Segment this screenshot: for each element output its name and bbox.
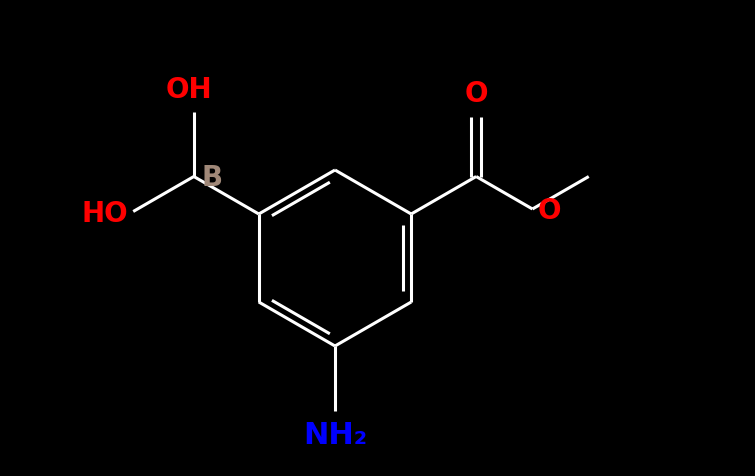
Text: O: O [464,80,488,109]
Text: B: B [202,165,223,192]
Text: HO: HO [82,199,128,228]
Text: O: O [538,197,561,225]
Text: NH₂: NH₂ [303,421,367,450]
Text: OH: OH [165,76,212,103]
